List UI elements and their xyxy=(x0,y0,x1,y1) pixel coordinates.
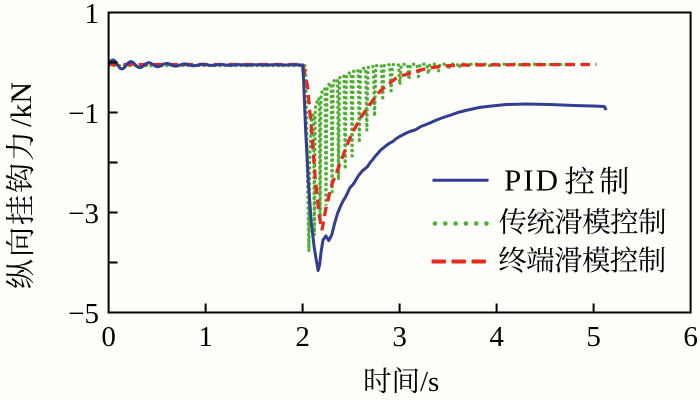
svg-text:−5: −5 xyxy=(68,298,99,330)
svg-text:1: 1 xyxy=(85,0,100,30)
svg-text:0: 0 xyxy=(101,321,116,353)
svg-text:6: 6 xyxy=(683,321,698,353)
svg-text:−1: −1 xyxy=(68,98,99,130)
svg-text:3: 3 xyxy=(392,321,407,353)
svg-text:5: 5 xyxy=(586,321,601,353)
svg-text:−3: −3 xyxy=(68,198,99,230)
svg-text:1: 1 xyxy=(198,321,213,353)
svg-text:/kN: /kN xyxy=(5,82,38,127)
svg-text:2: 2 xyxy=(295,321,310,353)
svg-text:PID: PID xyxy=(504,163,560,198)
svg-text:/s: /s xyxy=(420,366,439,398)
svg-text:4: 4 xyxy=(489,321,504,353)
